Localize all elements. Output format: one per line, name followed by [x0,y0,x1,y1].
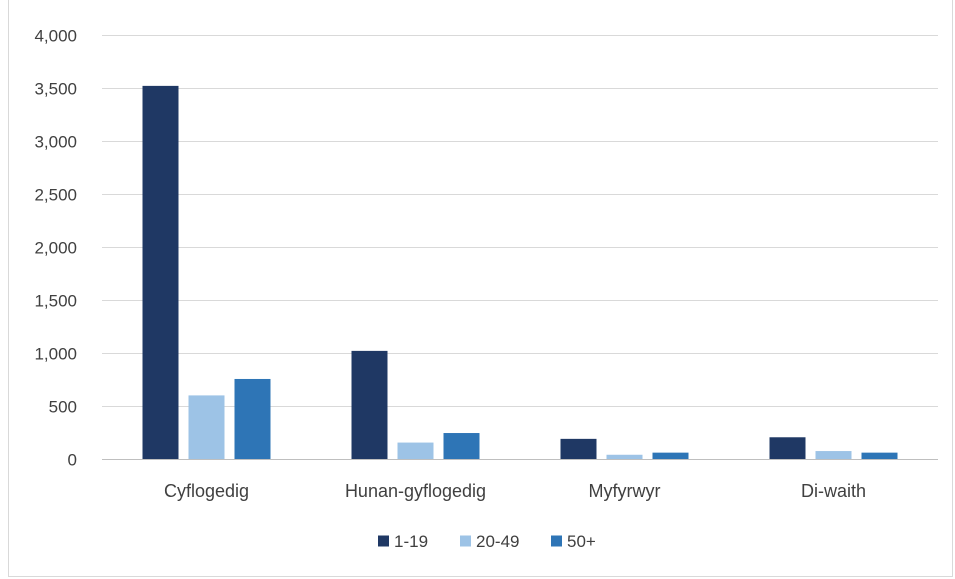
y-tick-label-1000: 1,000 [34,345,77,364]
bar-myfyrwyr-50 [652,452,689,459]
bar-cyflogedig-119 [142,85,179,459]
y-axis-tick-labels: 0 500 1,000 1,500 2,000 2,500 3,000 3,500 4,000 [34,27,77,470]
gridlines [102,35,938,460]
y-tick-label-0: 0 [68,451,77,470]
bar-cyflogedig-50 [234,378,271,459]
bar-hunan-gyflogedig-119 [351,350,388,459]
bar-myfyrwyr-119 [560,438,597,459]
bar-di-waith-2049 [815,451,852,459]
legend-swatch-2049 [460,535,471,547]
y-tick-label-1500: 1,500 [34,292,77,311]
legend-label-2049: 20-49 [476,532,519,551]
category-label-cyflogedig: Cyflogedig [164,481,249,501]
y-tick-label-3500: 3,500 [34,80,77,99]
category-label-myfyrwyr: Myfyrwyr [589,481,661,501]
y-tick-label-2000: 2,000 [34,239,77,258]
bar-di-waith-119 [769,437,806,459]
x-axis-category-labels: Cyflogedig Hunan-gyflogedig Myfyrwyr Di-wai… [164,481,866,501]
legend-swatch-119 [378,535,389,547]
y-tick-label-3000: 3,000 [34,133,77,152]
bar-cyflogedig-2049 [188,395,225,459]
bar-di-waith-50 [861,452,898,459]
bar-hunan-gyflogedig-2049 [397,442,434,459]
legend-swatch-50 [551,535,562,547]
legend: 1-19 20-49 50+ [378,532,596,551]
category-label-di-waith: Di-waith [801,481,866,501]
bar-myfyrwyr-2049 [606,454,643,459]
bar-hunan-gyflogedig-50 [443,433,480,459]
legend-label-50: 50+ [567,532,596,551]
category-label-hunan-gyflogedig: Hunan-gyflogedig [345,481,486,501]
legend-label-119: 1-19 [394,532,428,551]
bars [142,85,898,459]
y-tick-label-2500: 2,500 [34,186,77,205]
y-tick-label-500: 500 [49,398,77,417]
y-tick-label-4000: 4,000 [34,27,77,46]
